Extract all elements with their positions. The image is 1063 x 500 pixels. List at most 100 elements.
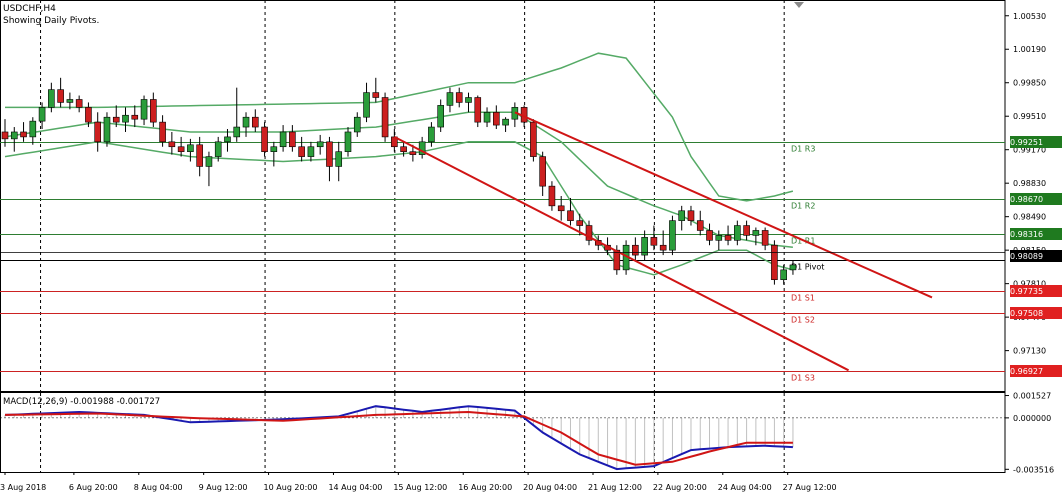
time-tick-label: 27 Aug 12:00 xyxy=(783,483,837,492)
pivot-price-tag-label: 0.99251 xyxy=(1010,138,1043,147)
time-tick-label: 22 Aug 20:00 xyxy=(653,483,707,492)
candle-body xyxy=(678,210,686,221)
candle-body xyxy=(474,97,482,123)
candle-body xyxy=(159,121,166,143)
candle-body xyxy=(372,92,380,98)
macd-tick-label: -0.003516 xyxy=(1013,465,1054,474)
current-price-label: 0.98089 xyxy=(1010,252,1043,261)
price-tick-label: 0.99850 xyxy=(1013,79,1046,88)
candle-body xyxy=(530,121,537,157)
candle-body xyxy=(177,146,185,152)
current-price-tag xyxy=(1010,250,1062,262)
candle-body xyxy=(743,225,750,236)
price-tick-label: 1.00190 xyxy=(1013,45,1046,54)
candle-body xyxy=(752,230,760,236)
candle-body xyxy=(242,116,250,128)
time-tick-label: 16 Aug 20:00 xyxy=(458,483,512,492)
pivot-label: D1 S3 xyxy=(791,374,815,383)
candle-body xyxy=(1,131,9,140)
candle-body xyxy=(29,120,37,138)
candle-body xyxy=(734,225,741,241)
main-plot-frame xyxy=(0,0,1006,392)
candle-body xyxy=(214,141,222,157)
candle-body xyxy=(224,136,231,143)
candle-body xyxy=(279,131,287,148)
candle-body xyxy=(10,131,18,140)
symbol-label: USDCHF,H4 xyxy=(3,4,56,14)
candle-body xyxy=(150,99,157,123)
candle-body xyxy=(789,264,797,271)
candle-body xyxy=(353,116,361,133)
candle-body xyxy=(576,220,584,226)
candle-body xyxy=(539,156,546,187)
candle-body xyxy=(446,92,454,106)
candle-body xyxy=(112,116,120,123)
bollinger-middle xyxy=(4,111,793,248)
candle-body xyxy=(659,244,667,251)
candle-body xyxy=(428,126,435,143)
candle-body xyxy=(75,99,83,108)
price-tick-label: 0.99510 xyxy=(1013,112,1046,121)
candle-body xyxy=(298,146,305,157)
time-tick-label: 24 Aug 04:00 xyxy=(718,483,772,492)
price-tick-label: 0.99170 xyxy=(1013,146,1046,155)
candle-body xyxy=(326,141,333,167)
candle-body xyxy=(696,220,704,231)
pivot-label: D1 S1 xyxy=(791,294,815,303)
macd-tick-label: 0.001527 xyxy=(1013,392,1051,401)
pivot-price-tag xyxy=(1010,228,1062,240)
candle-body xyxy=(85,107,92,123)
time-tick-label: 20 Aug 04:00 xyxy=(523,483,577,492)
pivot-price-tag xyxy=(1010,285,1062,297)
candle-body xyxy=(94,121,101,143)
candle-body xyxy=(103,116,111,143)
macd-signal-line xyxy=(4,410,793,466)
candle-body xyxy=(632,244,639,256)
candle-body xyxy=(780,269,787,281)
candle-body xyxy=(344,131,352,152)
candle-body xyxy=(502,118,509,126)
candle-body xyxy=(251,116,259,128)
candle-body xyxy=(548,185,556,207)
bollinger-upper xyxy=(5,52,794,202)
candle-body xyxy=(465,97,472,103)
candle-body xyxy=(20,131,27,138)
pivot-price-tag-label: 0.97735 xyxy=(1010,287,1043,296)
candle-body xyxy=(168,141,176,148)
pivot-price-tag-label: 0.96927 xyxy=(1010,367,1043,376)
candle-body xyxy=(761,230,769,246)
candle-body xyxy=(437,105,444,128)
candle-body xyxy=(483,111,491,123)
time-tick-label: 15 Aug 12:00 xyxy=(393,483,447,492)
candle-body xyxy=(724,235,732,241)
candle-body xyxy=(187,144,194,152)
time-tick-label: 8 Aug 04:00 xyxy=(134,483,183,492)
time-tick-label: 3 Aug 2018 xyxy=(0,483,46,492)
pivot-label: D1 R2 xyxy=(791,202,815,211)
price-tick-label: 0.97130 xyxy=(1013,347,1046,356)
candle-body xyxy=(131,114,139,120)
pivot-price-tag xyxy=(1010,365,1062,377)
candle-body xyxy=(66,99,74,103)
candle-body xyxy=(418,141,426,155)
candle-body xyxy=(233,126,241,138)
bollinger-lower xyxy=(4,141,794,276)
pivot-label: D1 S2 xyxy=(791,316,815,325)
pivot-price-tag xyxy=(1010,193,1062,205)
candle-body xyxy=(38,107,46,122)
price-tick-label: 0.98490 xyxy=(1013,213,1046,222)
pivot-price-tag xyxy=(1010,136,1062,148)
candle-body xyxy=(363,92,370,118)
candle-body xyxy=(650,237,658,246)
candle-body xyxy=(316,141,324,148)
macd-plot-frame xyxy=(0,392,1006,473)
candle-body xyxy=(381,97,389,138)
candle-body xyxy=(400,146,407,152)
price-tick-label: 0.97810 xyxy=(1013,280,1046,289)
candle-body xyxy=(715,235,723,241)
trend-channel-line xyxy=(393,136,850,372)
pivot-price-tag-label: 0.98316 xyxy=(1010,230,1043,239)
macd-tick-label: 0.000000 xyxy=(1013,414,1051,423)
